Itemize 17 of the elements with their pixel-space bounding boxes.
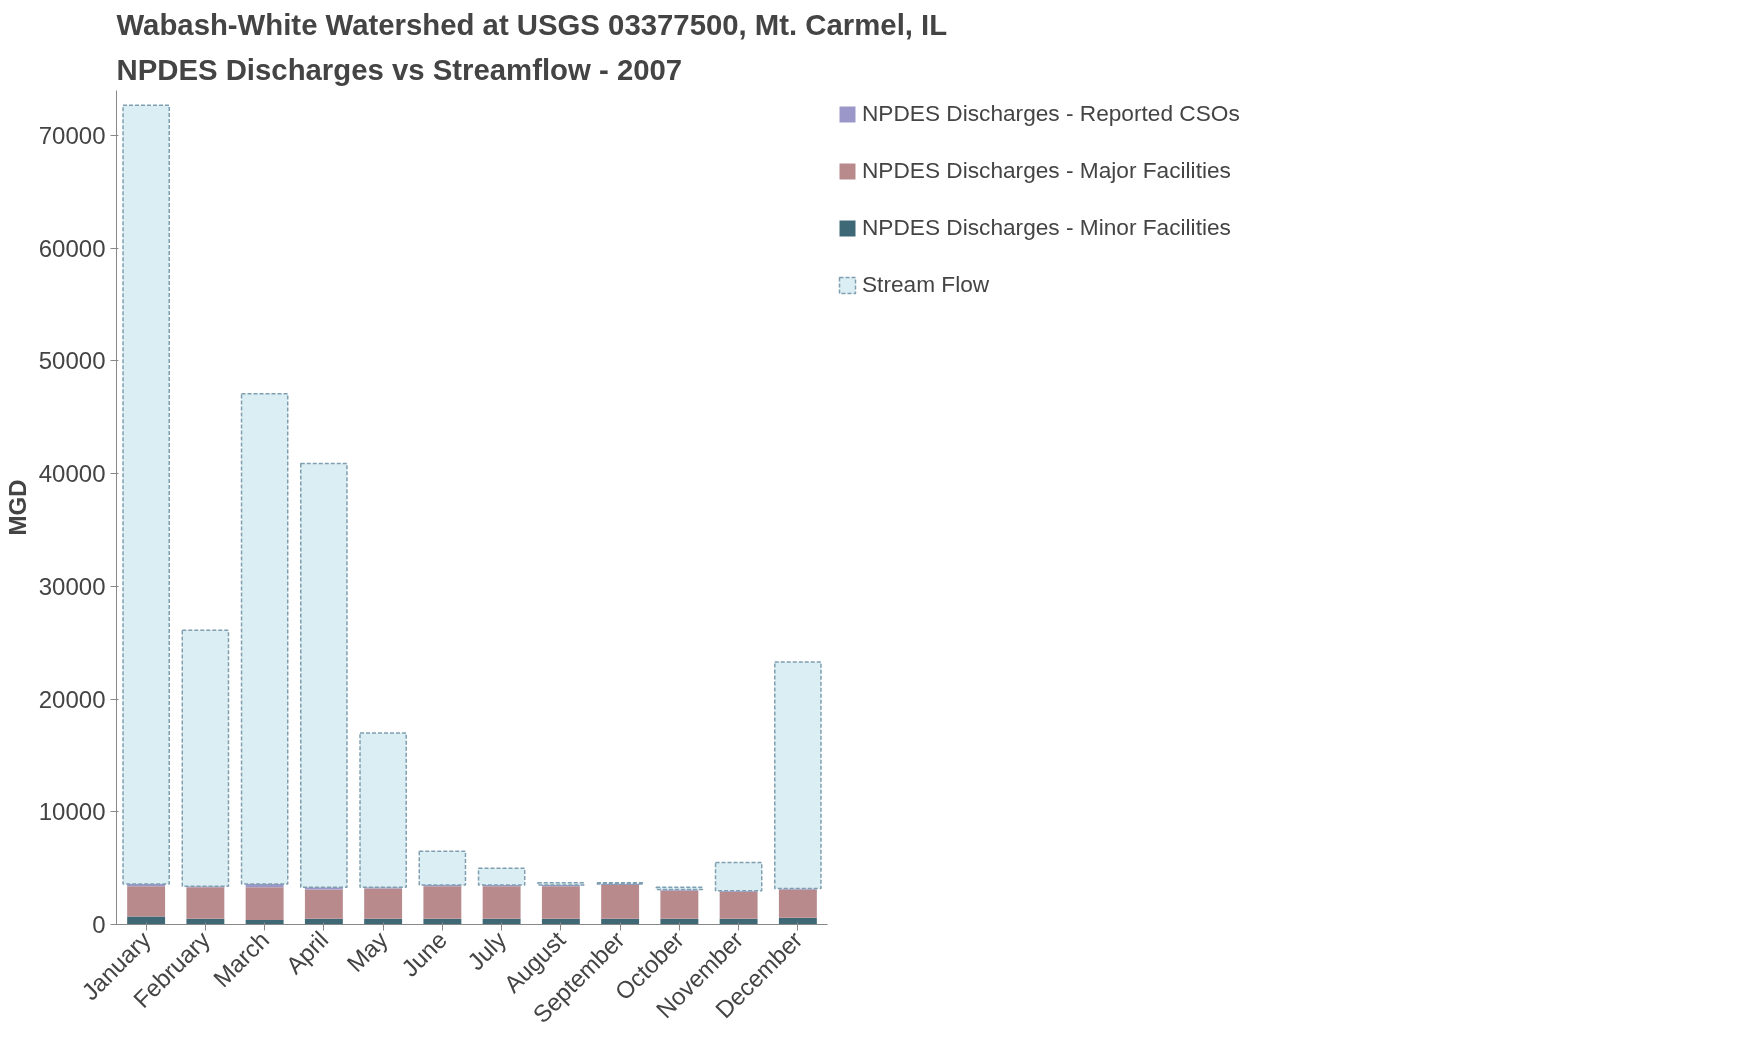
- y-axis-title: MGD: [3, 479, 31, 536]
- y-tick-label: 60000: [38, 234, 106, 262]
- chart-title: Wabash-White Watershed at USGS 03377500, Mt. Carmel, IL: [116, 7, 948, 41]
- y-tick-label: 70000: [38, 122, 106, 150]
- y-tick-label: 0: [92, 911, 106, 938]
- x-tick-label: May: [341, 925, 393, 978]
- chart-subtitle: NPDES Discharges vs Streamflow - 2007: [116, 52, 683, 86]
- legend-label: Stream Flow: [862, 271, 990, 298]
- legend-label: NPDES Discharges - Major Facilities: [862, 157, 1231, 184]
- y-tick-label: 40000: [38, 460, 106, 488]
- legend-label: NPDES Discharges - Reported CSOs: [862, 100, 1240, 127]
- y-tick-label: 10000: [38, 798, 106, 826]
- y-tick-label: 30000: [38, 572, 106, 600]
- y-tick-label: 20000: [38, 685, 106, 713]
- x-tick-label: July: [461, 925, 512, 976]
- legend-label: NPDES Discharges - Minor Facilities: [862, 214, 1231, 241]
- y-tick-label: 50000: [38, 347, 106, 375]
